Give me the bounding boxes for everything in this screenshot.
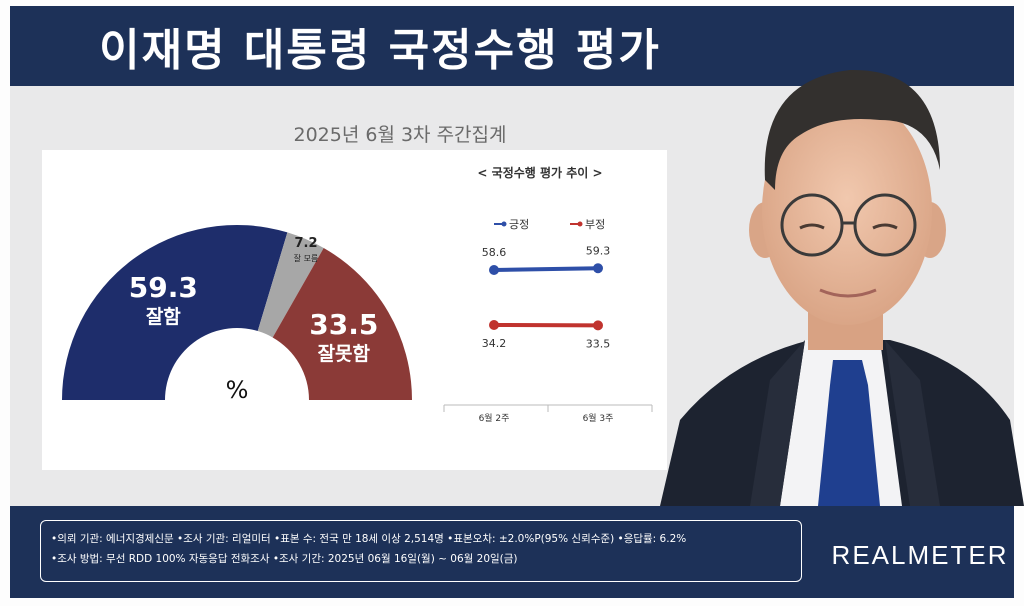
gauge-value-2: 33.5 — [309, 308, 378, 341]
gauge-label-unknown: 잘 모름 — [294, 254, 319, 263]
gauge-slice-1 — [257, 232, 324, 338]
trend-value-1-1: 33.5 — [586, 337, 611, 350]
trend-point-0-1 — [593, 263, 603, 274]
gauge-label-0: 잘함 — [146, 306, 181, 328]
page-title: 이재명 대통령 국정수행 평가 — [99, 25, 661, 76]
trend-x-label-0: 6월 2주 — [479, 412, 510, 424]
trend-value-0-1: 59.3 — [586, 244, 611, 257]
chart-subtitle: 2025년 6월 3차 주간집계 — [293, 124, 507, 146]
trend-value-0-0: 58.6 — [482, 246, 507, 259]
trend-line-0 — [493, 266, 599, 272]
trend-x-label-1: 6월 3주 — [583, 412, 614, 424]
footer-bar — [10, 506, 1014, 598]
title-bar: 이재명 대통령 국정수행 평가 — [10, 6, 1014, 86]
portrait-photo — [660, 69, 1024, 506]
brand-logo: REALMETER — [831, 539, 1009, 570]
trend-point-1-0 — [489, 320, 499, 330]
gauge-label-2: 잘못함 — [318, 343, 371, 365]
gauge-value-unknown: 7.2 — [294, 236, 317, 251]
survey-info-line-2: •조사 방법: 무선 RDD 100% 자동응답 전화조사 •조사 기간: 20… — [51, 553, 518, 565]
gauge-value-0: 59.3 — [129, 271, 198, 304]
survey-info: •의뢰 기관: 에너지경제신문 •조사 기관: 리얼미터 •표본 수: 전국 만… — [40, 520, 802, 582]
legend-dot-0 — [501, 221, 507, 227]
survey-info-line-1: •의뢰 기관: 에너지경제신문 •조사 기관: 리얼미터 •표본 수: 전국 만… — [51, 533, 687, 545]
gauge-unit: % — [226, 376, 249, 404]
gauge-slice-0 — [62, 224, 288, 400]
trend-value-1-0: 34.2 — [482, 337, 507, 350]
trend-title: < 국정수행 평가 추이 > — [477, 165, 602, 180]
trend-point-1-1 — [593, 320, 603, 331]
trend-chart: < 국정수행 평가 추이 > 긍정 부정 6월 2주 6월 3주 58.6 59.3 3… — [443, 165, 653, 424]
trend-point-0-0 — [489, 265, 499, 275]
gauge-slice-2 — [272, 247, 412, 400]
legend-dot-1 — [577, 221, 583, 227]
legend-label-1: 부정 — [585, 218, 605, 231]
legend-label-0: 긍정 — [509, 218, 529, 231]
